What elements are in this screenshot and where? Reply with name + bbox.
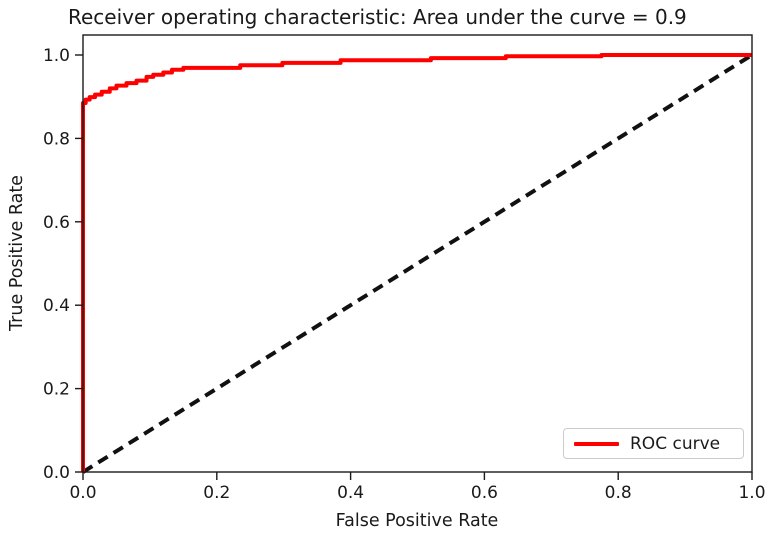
y-tick-label: 1.0 — [43, 46, 70, 66]
legend-roc-line-swatch — [574, 441, 619, 446]
x-axis-label: False Positive Rate — [336, 511, 499, 531]
roc-curve-line — [81, 53, 752, 472]
legend-roc-label: ROC curve — [630, 433, 721, 454]
y-tick-label: 0.6 — [43, 213, 70, 233]
series-layer — [81, 53, 754, 474]
y-axis-label: True Positive Rate — [7, 175, 27, 332]
chart-title: Receiver operating characteristic: Area … — [68, 5, 687, 29]
legend-box: ROC curve — [563, 428, 744, 459]
plot-spines — [82, 34, 753, 473]
x-tick-label: 0.6 — [471, 483, 498, 503]
tick-label-layer: 0.0 0.2 0.4 0.6 0.8 1.0 0.0 0.2 0.4 0.6 0.8 1.0 — [43, 46, 766, 503]
y-tick-label: 0.0 — [43, 463, 70, 483]
y-tick-label: 0.4 — [43, 296, 70, 316]
axes-layer — [75, 34, 753, 480]
y-tick-label: 0.2 — [43, 380, 70, 400]
x-tick-label: 1.0 — [738, 483, 765, 503]
chance-diagonal-line — [81, 53, 754, 474]
x-tick-label: 0.2 — [203, 483, 230, 503]
y-tick-label: 0.8 — [43, 129, 70, 149]
x-tick-label: 0.8 — [605, 483, 632, 503]
x-tick-label: 0.0 — [69, 483, 96, 503]
x-tick-label: 0.4 — [337, 483, 364, 503]
